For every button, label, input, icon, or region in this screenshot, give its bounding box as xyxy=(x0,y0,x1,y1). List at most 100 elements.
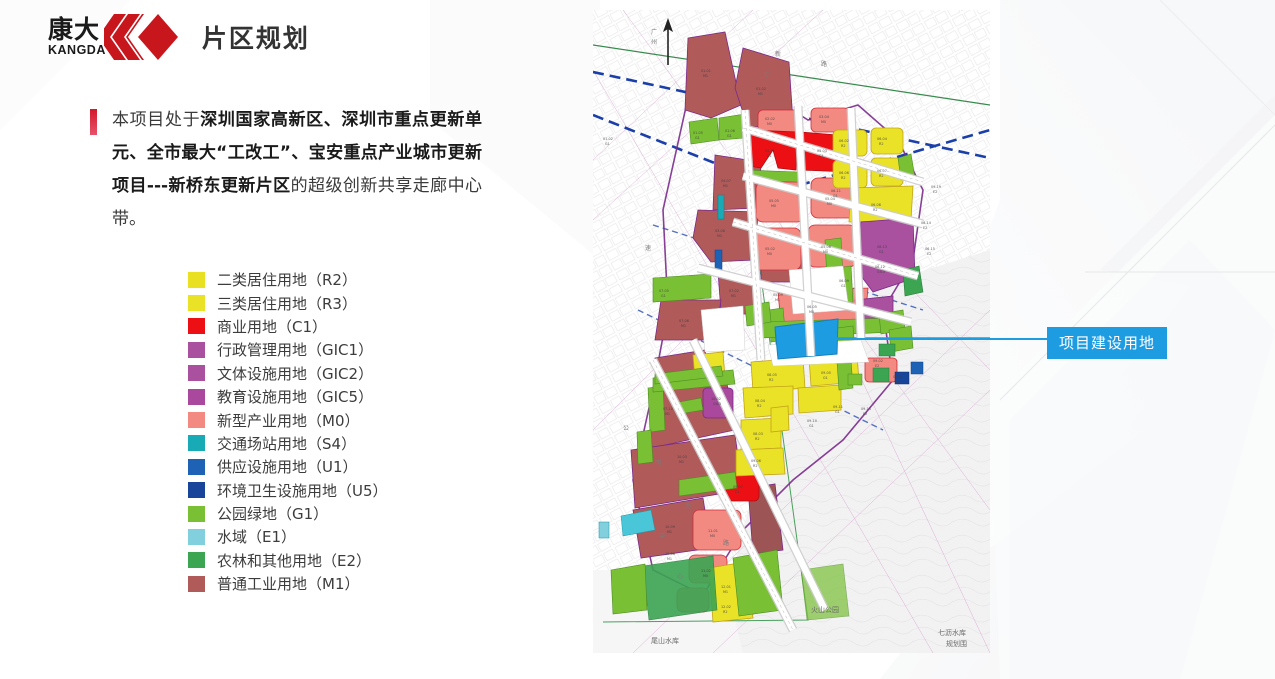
svg-text:12-02: 12-02 xyxy=(721,605,731,609)
legend-label-C1: 商业用地（C1） xyxy=(217,317,328,336)
svg-text:州: 州 xyxy=(651,39,657,46)
svg-text:06-14: 06-14 xyxy=(921,221,931,225)
intro-paragraph-block: 本项目处于深圳国家高新区、深圳市重点更新单元、全市最大“工改工”、宝安重点产业城… xyxy=(90,104,482,236)
kangda-chevron-diamond-icon xyxy=(103,14,178,60)
brand-logo: 康大 KANGDA xyxy=(48,14,178,60)
svg-text:09-01: 09-01 xyxy=(893,375,903,379)
svg-text:路: 路 xyxy=(723,539,729,547)
project-land-callout[interactable]: 项目建设用地 xyxy=(1047,327,1168,359)
svg-text:R2: R2 xyxy=(873,208,878,212)
svg-text:R2: R2 xyxy=(841,176,846,180)
svg-text:06-13: 06-13 xyxy=(877,245,887,249)
svg-text:10-03: 10-03 xyxy=(677,455,687,459)
svg-text:G1: G1 xyxy=(835,410,840,414)
legend-label-R2: 二类居住用地（R2） xyxy=(217,271,357,290)
accent-bar xyxy=(90,109,97,135)
svg-text:M1: M1 xyxy=(758,92,763,96)
legend-item: 普通工业用地（M1） xyxy=(188,572,435,595)
svg-text:08-03: 08-03 xyxy=(753,432,763,436)
svg-text:01-02: 01-02 xyxy=(756,87,766,91)
legend-label-E2: 农林和其他用地（E2） xyxy=(217,551,372,570)
svg-text:C1: C1 xyxy=(767,154,772,158)
zoning-map-svg[interactable]: 火山公园 七沥水库 规划围 尾山水库 广州 新七路 公明南 路中心 速 01-0… xyxy=(593,10,990,653)
svg-text:07-10: 07-10 xyxy=(663,407,673,411)
svg-text:10-02: 10-02 xyxy=(711,397,721,401)
svg-text:M0: M0 xyxy=(827,202,832,206)
svg-text:07-05: 07-05 xyxy=(659,289,669,293)
svg-text:M0: M0 xyxy=(809,310,814,314)
svg-text:M1: M1 xyxy=(679,460,684,464)
map-label-qili-reservoir: 七沥水库 xyxy=(938,628,966,637)
svg-text:M1: M1 xyxy=(731,294,736,298)
legend-label-U5: 环境卫生设施用地（U5） xyxy=(217,481,388,500)
callout-leader-line xyxy=(822,338,1048,340)
svg-text:01-02: 01-02 xyxy=(603,137,613,141)
legend-label-GIC1: 行政管理用地（GIC1） xyxy=(217,341,374,360)
legend-item: 商业用地（C1） xyxy=(188,315,435,338)
svg-text:09-14: 09-14 xyxy=(861,407,871,411)
logo-chinese-name: 康大 xyxy=(48,15,101,45)
legend-item: 教育设施用地（GIC5） xyxy=(188,385,435,408)
svg-text:06-09: 06-09 xyxy=(839,279,849,283)
svg-text:01-05: 01-05 xyxy=(693,131,703,135)
svg-text:R2: R2 xyxy=(769,378,774,382)
logo-text: 康大 KANGDA xyxy=(48,17,106,57)
svg-text:E2: E2 xyxy=(863,412,867,416)
legend-swatch-E2 xyxy=(188,552,205,569)
svg-text:M0: M0 xyxy=(703,574,708,578)
legend-item: 行政管理用地（GIC1） xyxy=(188,338,435,361)
svg-text:09-10: 09-10 xyxy=(807,419,817,423)
svg-text:C1: C1 xyxy=(735,490,740,494)
svg-text:GIC5: GIC5 xyxy=(713,402,721,406)
legend-swatch-C1 xyxy=(188,318,205,335)
svg-text:10-06: 10-06 xyxy=(665,552,675,556)
svg-text:M0: M0 xyxy=(771,204,776,208)
svg-text:05-03: 05-03 xyxy=(817,149,827,153)
svg-text:09-07: 09-07 xyxy=(733,485,743,489)
svg-text:G1: G1 xyxy=(841,284,846,288)
svg-text:01-06: 01-06 xyxy=(725,129,735,133)
svg-text:路: 路 xyxy=(821,60,827,68)
map-label-weishan-reservoir: 尾山水库 xyxy=(651,636,679,645)
svg-text:M1: M1 xyxy=(665,412,670,416)
svg-text:R2: R2 xyxy=(755,437,760,441)
svg-text:中: 中 xyxy=(659,532,665,540)
svg-text:M1: M1 xyxy=(681,324,686,328)
svg-text:06-05: 06-05 xyxy=(807,305,817,309)
legend-swatch-G1 xyxy=(188,505,205,522)
map-label-planning-boundary: 规划围 xyxy=(946,639,967,648)
legend-item: 新型产业用地（M0） xyxy=(188,408,435,431)
svg-text:01-01: 01-01 xyxy=(701,69,711,73)
legend-swatch-S4 xyxy=(188,435,205,452)
svg-text:09-05: 09-05 xyxy=(821,371,831,375)
paragraph-lead: 本项目处于 xyxy=(112,110,201,130)
svg-text:M0: M0 xyxy=(710,534,715,538)
svg-text:R2: R2 xyxy=(879,142,884,146)
svg-text:南: 南 xyxy=(685,502,691,510)
legend-item: 水域（E1） xyxy=(188,525,435,548)
intro-paragraph-text: 本项目处于深圳国家高新区、深圳市重点更新单元、全市最大“工改工”、宝安重点产业城… xyxy=(112,104,482,236)
zoning-map[interactable]: 火山公园 七沥水库 规划围 尾山水库 广州 新七路 公明南 路中心 速 01-0… xyxy=(593,10,990,653)
svg-text:03-08: 03-08 xyxy=(715,229,725,233)
legend-item: 三类居住用地（R3） xyxy=(188,291,435,314)
svg-text:G1: G1 xyxy=(833,194,838,198)
svg-text:M0: M0 xyxy=(823,250,828,254)
legend-swatch-R3 xyxy=(188,295,205,312)
legend-item: 交通场站用地（S4） xyxy=(188,432,435,455)
svg-text:06-08: 06-08 xyxy=(871,203,881,207)
svg-text:G1: G1 xyxy=(809,424,814,428)
svg-text:08-04: 08-04 xyxy=(755,399,765,403)
legend-item: 农林和其他用地（E2） xyxy=(188,549,435,572)
svg-text:R2: R2 xyxy=(757,404,762,408)
land-use-legend: 二类居住用地（R2） 三类居住用地（R3） 商业用地（C1） 行政管理用地（GI… xyxy=(178,256,435,597)
legend-item: 环境卫生设施用地（U5） xyxy=(188,479,435,502)
legend-item: 公园绿地（G1） xyxy=(188,502,435,525)
svg-text:02-02: 02-02 xyxy=(765,117,775,121)
legend-swatch-U5 xyxy=(188,482,205,499)
svg-text:明: 明 xyxy=(655,460,661,467)
svg-text:05-05: 05-05 xyxy=(769,199,779,203)
legend-label-M0: 新型产业用地（M0） xyxy=(217,411,360,430)
legend-swatch-R2 xyxy=(188,271,205,288)
svg-text:GIC5: GIC5 xyxy=(877,270,885,274)
svg-text:05-01: 05-01 xyxy=(765,149,775,153)
